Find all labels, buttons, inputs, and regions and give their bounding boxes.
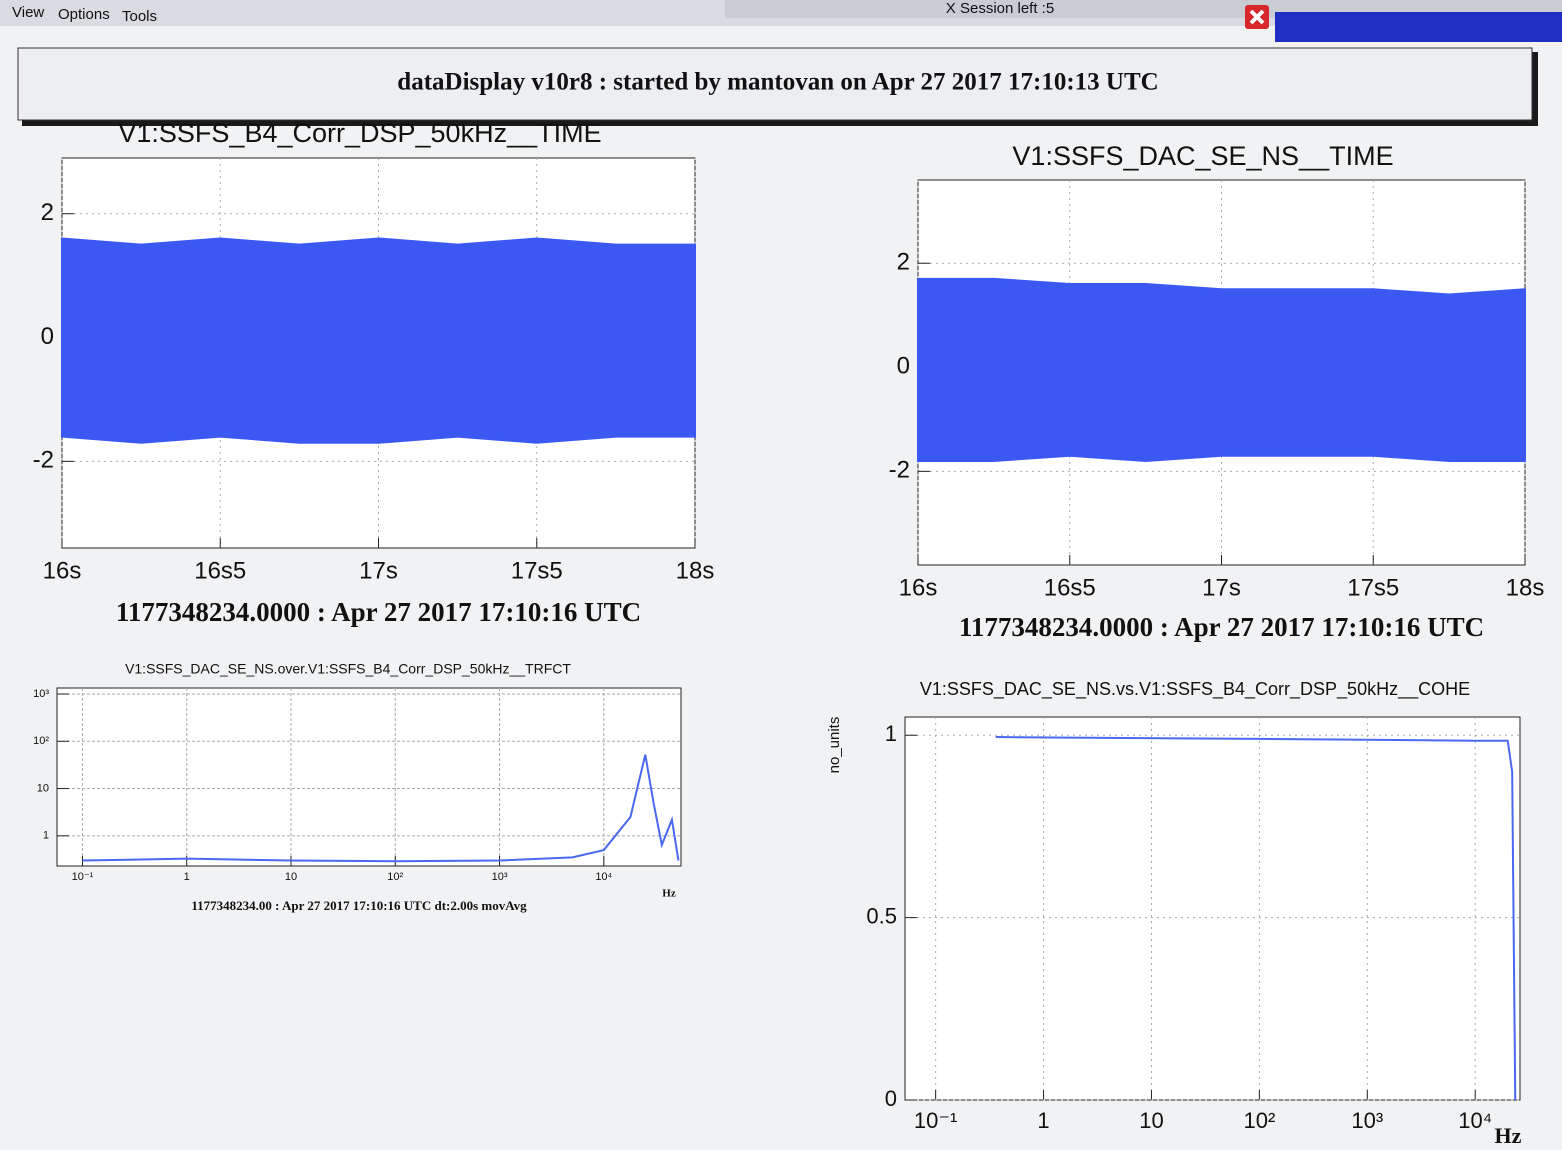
- menu-item[interactable]: Tools: [122, 8, 157, 25]
- y-tick-label: 10: [37, 782, 49, 794]
- x-tick-label: 10³: [492, 871, 508, 883]
- x-tick-label: 18s: [1506, 574, 1545, 601]
- x-tick-label: 10⁻¹: [914, 1108, 957, 1133]
- plot-footer: 1177348234.00 : Apr 27 2017 17:10:16 UTC…: [191, 898, 527, 913]
- x-tick-label: 10²: [1243, 1108, 1275, 1133]
- x-tick-label: 16s: [899, 574, 938, 601]
- y-tick-label: 2: [897, 249, 910, 276]
- header-text: dataDisplay v10r8 : started by mantovan …: [397, 69, 1158, 96]
- x-tick-label: 17s: [359, 557, 398, 584]
- y-tick-label: -2: [889, 457, 910, 484]
- y-tick-label: 0: [41, 323, 54, 350]
- y-tick-label: 1: [885, 721, 897, 746]
- x-tick-label: 10: [285, 871, 297, 883]
- plot-title: V1:SSFS_DAC_SE_NS.vs.V1:SSFS_B4_Corr_DSP…: [920, 679, 1470, 700]
- x-tick-label: 1: [1037, 1108, 1049, 1133]
- x-tick-label: 17s: [1202, 574, 1241, 601]
- x-tick-label: 16s5: [194, 557, 246, 584]
- x-tick-label: 17s5: [511, 557, 563, 584]
- y-tick-label: -2: [33, 447, 54, 474]
- x-tick-label: 16s: [43, 557, 82, 584]
- y-tick-label: 2: [41, 199, 54, 226]
- session-label: X Session left :5: [946, 0, 1054, 17]
- data-line: [995, 736, 1517, 1101]
- x-tick-label: 10²: [387, 871, 403, 883]
- signal-band: [917, 277, 1526, 462]
- x-tick-label: 10: [1139, 1108, 1163, 1133]
- y-tick-label: 0: [897, 353, 910, 380]
- plot-area: [904, 716, 1521, 1101]
- plot-title: V1:SSFS_B4_Corr_DSP_50kHz__TIME: [118, 118, 601, 148]
- plot-timestamp: 1177348234.0000 : Apr 27 2017 17:10:16 U…: [959, 612, 1484, 642]
- title-bar-accent: [1275, 12, 1562, 42]
- data-line: [82, 754, 680, 863]
- x-tick-label: 10⁴: [1458, 1108, 1492, 1133]
- header-box: [17, 47, 1533, 121]
- y-tick-label: 10³: [33, 688, 49, 700]
- y-axis-label: no_units: [826, 717, 843, 774]
- x-tick-label: 10⁻¹: [72, 871, 94, 883]
- y-tick-label: 1: [43, 830, 49, 842]
- y-tick-label: 0.5: [866, 903, 897, 928]
- plot-area: [56, 687, 682, 867]
- plot-timestamp: 1177348234.0000 : Apr 27 2017 17:10:16 U…: [116, 597, 641, 627]
- plot-title: V1:SSFS_DAC_SE_NS.over.V1:SSFS_B4_Corr_D…: [125, 661, 571, 677]
- signal-band: [61, 237, 696, 444]
- close-icon: [1249, 9, 1265, 25]
- menu-item[interactable]: Options: [58, 6, 110, 23]
- x-tick-label: 10⁴: [595, 871, 612, 883]
- x-axis-label: Hz: [1495, 1123, 1522, 1148]
- x-tick-label: 18s: [676, 557, 715, 584]
- plots: V1:SSFS_B4_Corr_DSP_50kHz__TIME 117734823…: [33, 118, 1545, 1148]
- x-tick-label: 1: [184, 871, 190, 883]
- x-tick-label: 10³: [1351, 1108, 1383, 1133]
- x-tick-label: 17s5: [1347, 574, 1399, 601]
- plot-title: V1:SSFS_DAC_SE_NS__TIME: [1012, 141, 1393, 171]
- y-tick-label: 10²: [33, 735, 49, 747]
- menu-item[interactable]: View: [12, 4, 44, 21]
- x-axis-label: Hz: [662, 888, 676, 900]
- x-tick-label: 16s5: [1044, 574, 1096, 601]
- y-tick-label: 0: [885, 1086, 897, 1111]
